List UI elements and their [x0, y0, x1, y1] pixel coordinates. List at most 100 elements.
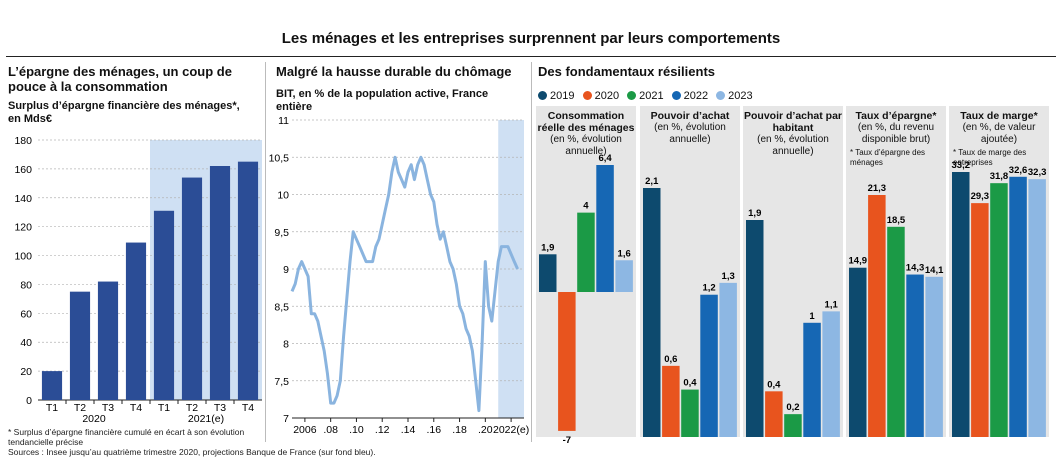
- data-label: 6,4: [598, 153, 612, 164]
- data-label: 14,9: [849, 256, 868, 267]
- savings-bar-chart: 0 20 40 60 80 100 120 140 160 180 T1 T2 T3 T4 T1 T2 T3 T4…: [14, 135, 262, 425]
- year-legend: 2019 2020 2021 2022 2023: [538, 86, 838, 102]
- bar: [849, 267, 867, 437]
- y-tick-label: 11: [278, 115, 289, 127]
- data-label: 2,1: [645, 176, 659, 187]
- bar: [596, 165, 614, 292]
- x-tick-label: .08: [323, 424, 338, 436]
- panel2-title: Malgré la hausse durable du chômage: [276, 64, 512, 79]
- unemployment-line-chart: 7 7,5 8 8,5 9 9,5 10 10,5 11 2006 .08 .10 .12 .14 .16.…: [269, 115, 530, 436]
- subchart-title: Consommation réelle des ménages: [537, 110, 635, 134]
- bar: [41, 371, 63, 400]
- subchart-title: Pouvoir d’achat: [650, 110, 730, 122]
- y-tick-label: 60: [20, 308, 32, 320]
- year-label: 2020: [82, 413, 106, 425]
- bar: [69, 291, 91, 400]
- bar: [784, 414, 802, 437]
- y-tick-label: 100: [14, 251, 32, 263]
- data-label: 32,6: [1009, 165, 1028, 176]
- subchart-title: Taux d’épargne*: [855, 110, 937, 122]
- y-tick-label: 20: [20, 366, 32, 378]
- subchart-note: * Taux de marge des entreprises: [953, 148, 1027, 167]
- panel3-title: Des fondamentaux résilients: [538, 64, 715, 79]
- y-tick-label: 7: [283, 413, 289, 425]
- data-label: 14,3: [906, 263, 925, 274]
- legend-label: 2019: [547, 90, 575, 102]
- bar: [615, 260, 633, 292]
- y-tick-label: 80: [20, 279, 32, 291]
- bar: [181, 177, 203, 400]
- legend-label: 2022: [680, 90, 709, 102]
- x-tick-label: T3: [214, 402, 226, 414]
- bar: [765, 391, 783, 437]
- x-tick-label: 2006: [293, 424, 317, 436]
- bar: [952, 172, 970, 437]
- y-tick-label: 8,5: [274, 301, 289, 313]
- title-rule: [6, 56, 1056, 57]
- x-tick-label: T2: [186, 402, 198, 414]
- x-tick-label: .12: [375, 424, 390, 436]
- bar: [822, 311, 840, 437]
- x-tick-label: 2022(e): [493, 424, 529, 436]
- legend-item: 2022: [671, 90, 709, 102]
- panel1-subtitle: Surplus d’épargne financière des ménages…: [8, 100, 240, 125]
- x-tick-label: T1: [46, 402, 58, 414]
- bar: [209, 166, 231, 400]
- data-label: 0,6: [664, 354, 677, 365]
- legend-item: 2020: [582, 90, 619, 102]
- bar: [700, 294, 718, 437]
- bar: [1028, 179, 1046, 438]
- data-label: 1,3: [722, 271, 735, 282]
- legend-item: 2021: [627, 90, 664, 102]
- legend-swatch: [716, 91, 726, 100]
- legend-item: 2023: [716, 90, 753, 102]
- legend-swatch: [671, 91, 681, 100]
- subchart-title: Pouvoir d’achat par habitant: [743, 110, 843, 134]
- subchart-unit: (en %, de valeur ajoutée): [962, 122, 1036, 145]
- data-label: -7: [563, 435, 571, 446]
- panel1-footnote: * Surplus d’épargne financière cumulé en…: [8, 427, 245, 447]
- y-tick-label: 180: [14, 135, 32, 147]
- bar: [237, 161, 259, 400]
- projection-shade: [498, 120, 524, 418]
- bar: [643, 188, 661, 437]
- y-tick-label: 10,5: [269, 152, 290, 164]
- divider-1: [265, 62, 266, 442]
- legend-label: 2023: [725, 90, 753, 102]
- x-tick-label: T2: [74, 402, 86, 414]
- x-tick-label: .16: [426, 424, 441, 436]
- bar: [887, 226, 905, 437]
- y-tick-label: 9,5: [274, 227, 289, 239]
- data-label: 31,8: [990, 171, 1009, 182]
- data-label: 18,5: [887, 215, 906, 226]
- subchart-title: Taux de marge*: [960, 110, 1038, 122]
- bar: [577, 212, 595, 292]
- data-label: 1,9: [748, 208, 761, 219]
- data-label: 0,4: [767, 379, 781, 390]
- legend-item: 2019: [538, 90, 575, 102]
- sources-note: Sources : Insee jusqu’au quatrième trime…: [8, 447, 376, 457]
- y-tick-label: 8: [283, 339, 289, 351]
- divider-2: [531, 62, 532, 442]
- subchart-unit: (en %, évolution annuelle): [654, 122, 726, 145]
- subchart-unit: (en %, évolution annuelle): [757, 134, 829, 157]
- x-tick-label: .14: [401, 424, 416, 436]
- bar: [662, 365, 680, 437]
- x-tick-label: .18: [452, 424, 467, 436]
- panel1-title: L’épargne des ménages, un coup de pouce …: [8, 64, 232, 94]
- y-tick-label: 7,5: [274, 376, 289, 388]
- bar: [539, 254, 557, 292]
- bar: [925, 276, 943, 437]
- legend-swatch: [538, 91, 547, 100]
- data-label: 33,2: [952, 160, 971, 171]
- legend-swatch: [627, 91, 637, 100]
- data-label: 29,3: [971, 191, 990, 202]
- x-tick-label: .20: [478, 424, 493, 436]
- bar: [681, 389, 699, 437]
- bar: [971, 203, 989, 437]
- subchart-note: * Taux d’épargne des ménages: [850, 148, 926, 167]
- data-label: 1,9: [541, 242, 554, 253]
- x-tick-label: T3: [102, 402, 114, 414]
- bar: [719, 282, 737, 437]
